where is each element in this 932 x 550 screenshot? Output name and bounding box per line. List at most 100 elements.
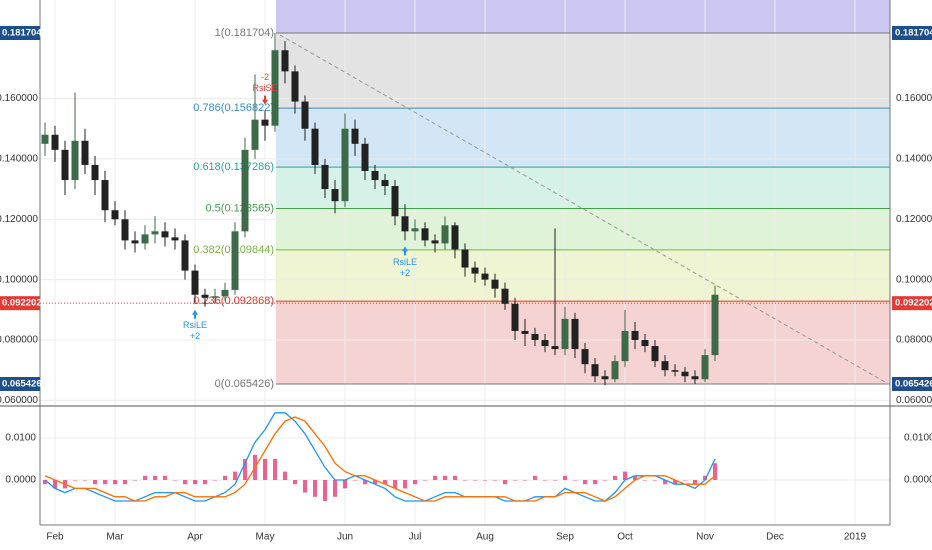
histogram-bar	[513, 480, 517, 481]
fib-label: 0(0.065426)	[215, 378, 274, 390]
y-tick-label: 0.0000	[5, 475, 36, 486]
candle-body	[71, 140, 79, 181]
x-tick-label: Nov	[696, 532, 714, 543]
histogram-bar	[73, 480, 77, 481]
candle-body	[411, 228, 419, 232]
candle-body	[591, 364, 599, 377]
candle-body	[391, 186, 399, 217]
signal-count: +2	[400, 268, 410, 278]
candle-body	[201, 294, 209, 298]
fib-band	[276, 108, 890, 168]
candle-body	[571, 318, 579, 350]
histogram-bar	[233, 471, 237, 481]
candle-body	[541, 340, 549, 347]
y-tick-label: 0.0100	[904, 433, 932, 444]
histogram-bar	[353, 480, 357, 481]
candle-body	[221, 289, 229, 297]
fib-label: 1(0.181704)	[215, 27, 274, 39]
x-tick-label: Sep	[556, 532, 574, 543]
y-tick-label: 0.100000	[0, 274, 38, 285]
candle-body	[131, 240, 139, 244]
histogram-bar	[583, 480, 587, 485]
candle-body	[231, 231, 239, 290]
price-badge	[0, 26, 40, 41]
histogram-bar	[423, 480, 427, 481]
histogram-bar	[203, 480, 207, 485]
candle-body	[171, 237, 179, 241]
signal-label: RsiLE	[183, 320, 207, 330]
candle-body	[321, 164, 329, 190]
x-tick-label: Feb	[46, 532, 64, 543]
candle-body	[181, 240, 189, 271]
histogram-bar	[523, 480, 527, 481]
histogram-bar	[183, 480, 187, 485]
candle-body	[371, 170, 379, 181]
x-tick-label: Dec	[766, 532, 784, 543]
price-badge-label: 0.181704	[2, 28, 42, 39]
candle-body	[101, 180, 109, 211]
candle-body	[271, 50, 279, 126]
histogram-bar	[403, 480, 407, 489]
candle-body	[81, 140, 89, 165]
histogram-bar	[563, 475, 567, 481]
fib-band	[276, 301, 890, 385]
price-badge	[0, 377, 40, 392]
histogram-bar	[53, 480, 57, 489]
histogram-bar	[463, 480, 467, 481]
histogram-bar	[673, 480, 677, 485]
candle-body	[461, 249, 469, 268]
y-tick-label: 0.140000	[0, 154, 38, 165]
histogram-bar	[43, 480, 47, 485]
x-tick-label: Jun	[337, 532, 353, 543]
candle-body	[41, 134, 49, 144]
histogram-bar	[93, 480, 97, 485]
signal-arrow	[192, 309, 198, 319]
candle-body	[651, 346, 659, 362]
candle-body	[191, 270, 199, 295]
histogram-bar	[133, 480, 137, 481]
y-tick-label: 0.120000	[0, 214, 38, 225]
histogram-bar	[193, 480, 197, 485]
histogram-bar	[493, 480, 497, 481]
signal-arrow	[402, 246, 408, 256]
y-tick-label: 0.080000	[896, 335, 932, 346]
histogram-bar	[373, 480, 377, 485]
histogram-bar	[173, 480, 177, 481]
candle-body	[621, 330, 629, 362]
candle-body	[601, 376, 609, 380]
fib-label: 0.5(0.123565)	[206, 202, 275, 214]
y-tick-label: 0.160000	[0, 93, 38, 104]
candle-body	[401, 216, 409, 232]
histogram-bar	[443, 475, 447, 481]
candle-body	[431, 240, 439, 244]
macd-line	[44, 416, 716, 502]
histogram-bar	[143, 475, 147, 481]
fib-band	[276, 167, 890, 209]
signal-count: +2	[190, 331, 200, 341]
macd-line	[44, 412, 716, 502]
histogram-bar	[113, 480, 117, 485]
candle-body	[501, 288, 509, 304]
candle-body	[281, 50, 289, 72]
price-badge	[0, 296, 40, 311]
candle-body	[451, 225, 459, 250]
histogram-bar	[503, 480, 507, 485]
histogram-bar	[533, 475, 537, 481]
candle-body	[91, 164, 99, 181]
x-tick-label: Apr	[187, 532, 203, 543]
candle-body	[61, 149, 69, 181]
candle-body	[241, 149, 249, 232]
fib-label: 0.786(0.156822)	[193, 102, 274, 114]
histogram-bar	[483, 480, 487, 481]
histogram-bar	[433, 475, 437, 481]
histogram-bar	[273, 459, 277, 481]
signal-label: RsiLE	[393, 257, 417, 267]
candle-body	[141, 234, 149, 244]
fib-label: 0.236(0.092868)	[193, 295, 274, 307]
candle-body	[421, 228, 429, 241]
price-badge-label: 0.181704	[895, 28, 932, 39]
candle-body	[311, 128, 319, 165]
histogram-bar	[263, 459, 267, 481]
histogram-bar	[633, 475, 637, 481]
